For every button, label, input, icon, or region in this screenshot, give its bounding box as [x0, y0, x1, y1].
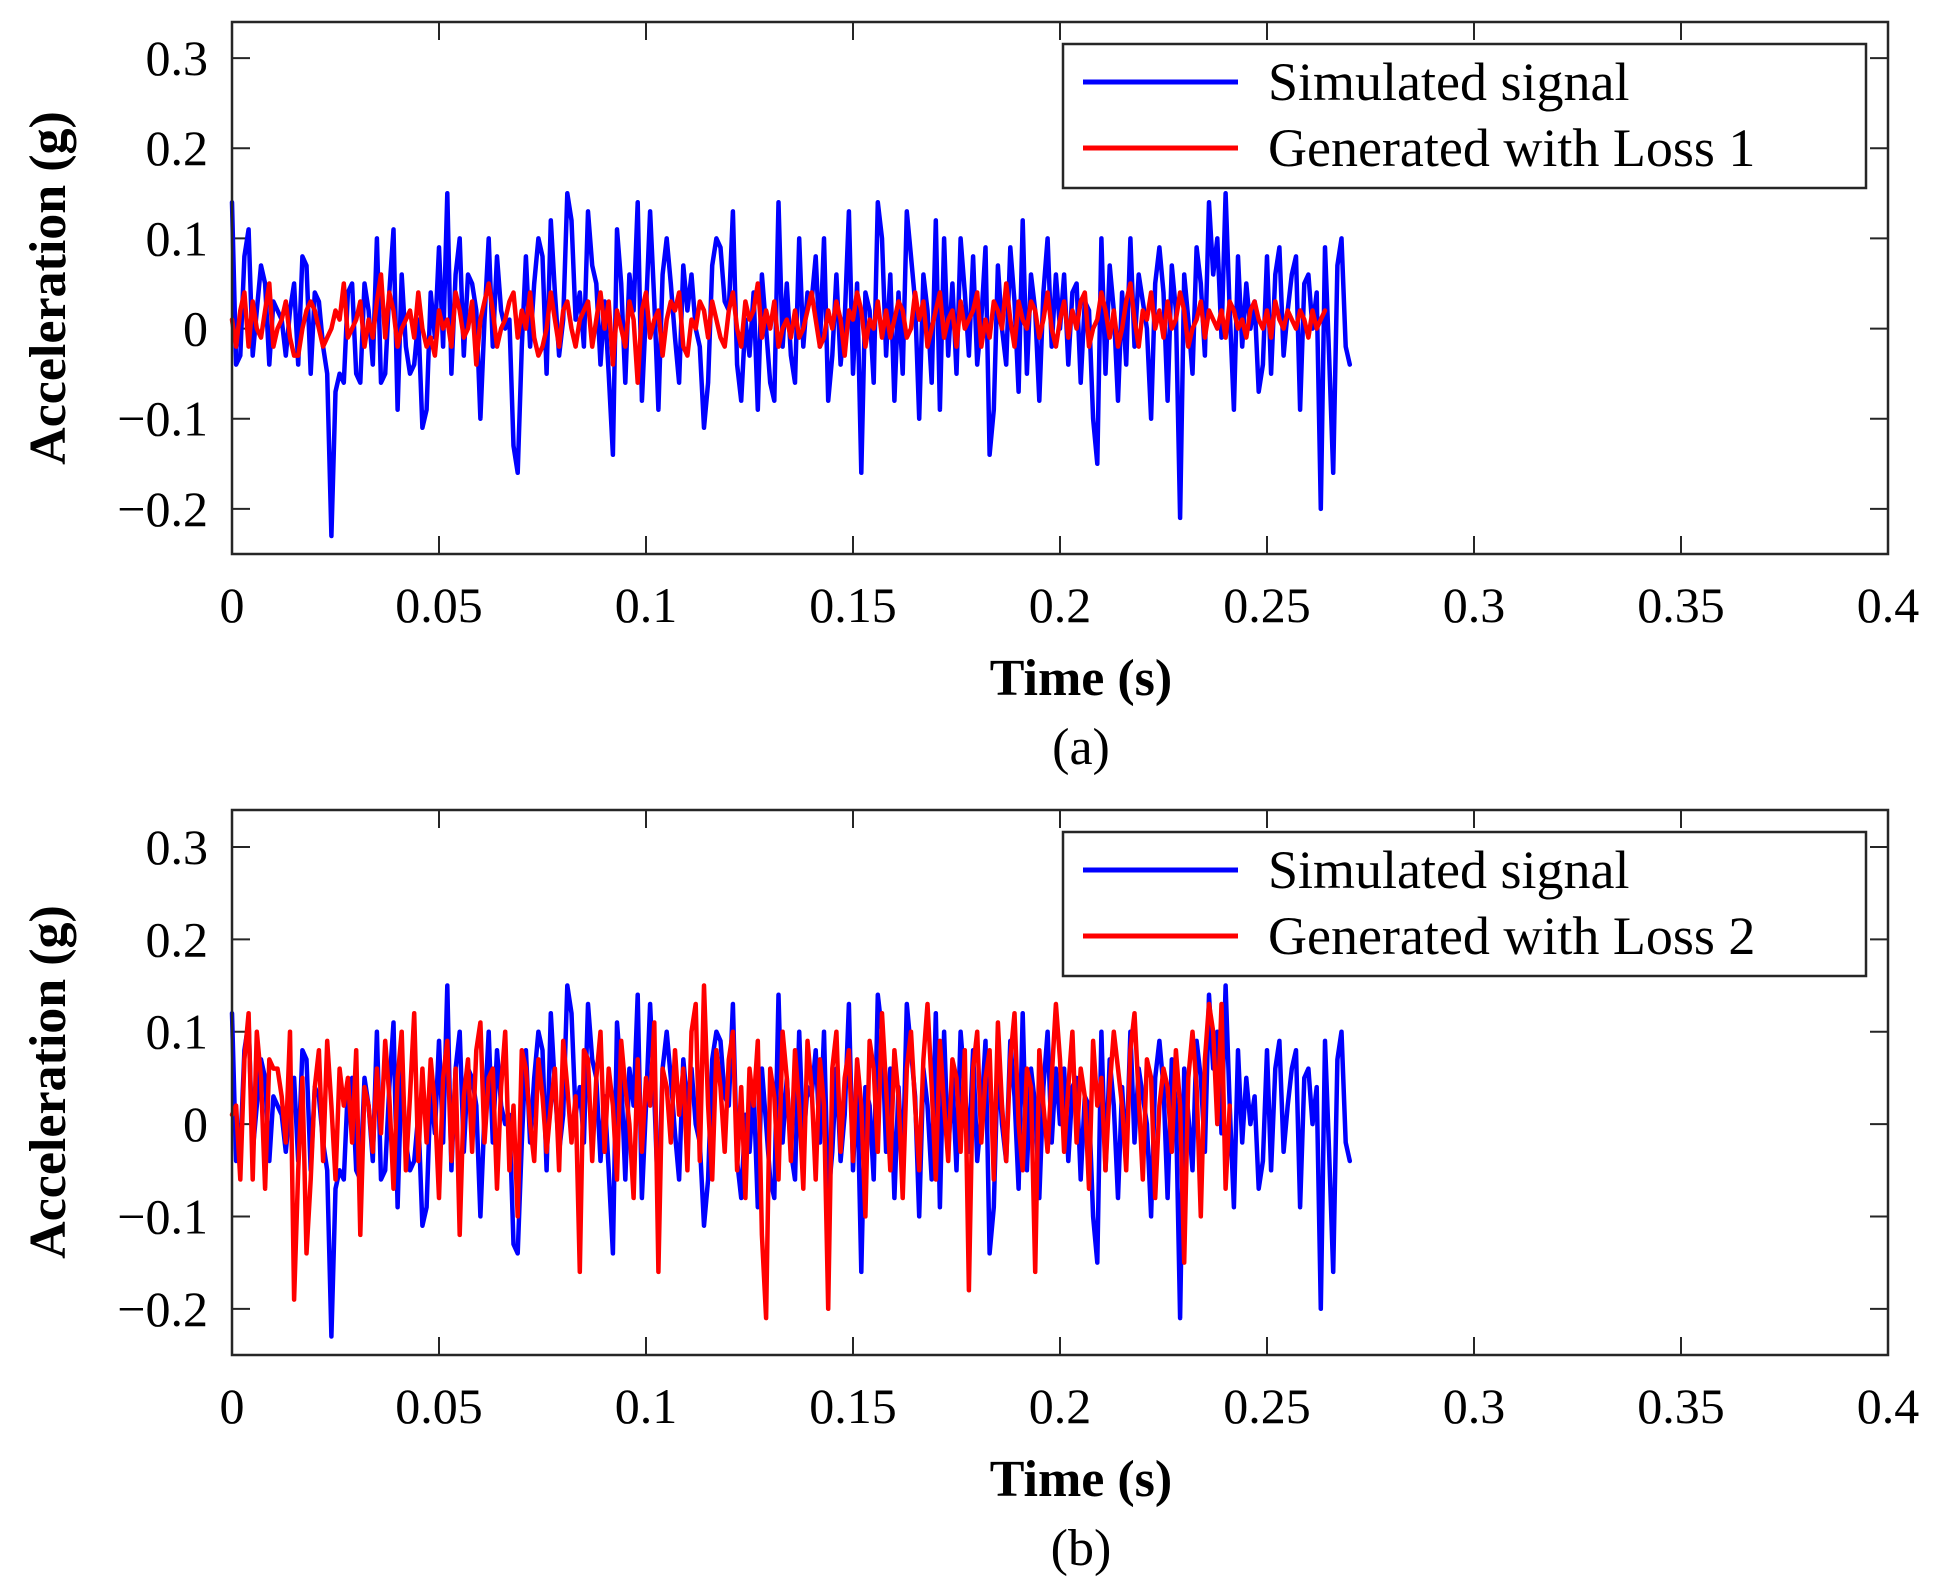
x-tick-label: 0.35 [1637, 1378, 1725, 1434]
x-tick-label: 0.25 [1223, 1378, 1311, 1434]
x-tick-label: 0.05 [395, 1378, 483, 1434]
x-tick-label: 0.15 [809, 1378, 897, 1434]
x-tick-label: 0 [220, 577, 245, 633]
x-tick-label: 0.2 [1029, 577, 1092, 633]
x-axis-title: Time (s) [990, 1451, 1172, 1508]
x-tick-label: 0.4 [1857, 577, 1920, 633]
legend-label-simulated: Simulated signal [1268, 840, 1629, 900]
series-line-generated [229, 272, 1328, 385]
y-axis-title: Acceleration (g) [20, 905, 77, 1259]
series-group [229, 983, 1353, 1339]
y-tick-label: −0.1 [117, 1188, 208, 1244]
x-tick-label: 0.1 [615, 1378, 678, 1434]
legend-label-generated: Generated with Loss 1 [1268, 118, 1755, 178]
x-tick-label: 0.3 [1443, 577, 1506, 633]
y-tick-label: 0 [183, 1096, 208, 1152]
panel-a: 0 0.05 0.1 0.15 0.2 0.25 0.3 0.35 0.4 −0.2 −0.1 0 0.… [20, 20, 1919, 776]
x-axis-title: Time (s) [990, 650, 1172, 707]
legend-box [1061, 830, 1868, 978]
x-tick-label: 0.25 [1223, 577, 1311, 633]
tick-labels: 0 0.05 0.1 0.15 0.2 0.25 0.3 0.35 0.4 −0.2 −0.1 0 0.… [117, 819, 1919, 1434]
tick-labels: 0 0.05 0.1 0.15 0.2 0.25 0.3 0.35 0.4 −0.2 −0.1 0 0.… [117, 30, 1919, 633]
y-axis-title: Acceleration (g) [20, 111, 77, 465]
panel-caption: (b) [1051, 1520, 1112, 1577]
x-tick-label: 0.4 [1857, 1378, 1920, 1434]
series-line-simulated [229, 191, 1353, 539]
series-line-generated [229, 983, 1232, 1321]
y-tick-label: 0.3 [146, 30, 209, 86]
series-group [229, 191, 1353, 539]
legend: Simulated signal Generated with Loss 2 [1061, 830, 1868, 978]
legend-box [1061, 42, 1868, 190]
y-tick-label: 0 [183, 301, 208, 357]
x-tick-label: 0.1 [615, 577, 678, 633]
plot-frame [230, 20, 1890, 556]
panel-caption: (a) [1052, 719, 1110, 776]
x-tick-label: 0.35 [1637, 577, 1725, 633]
y-tick-label: −0.2 [117, 1281, 208, 1337]
x-tick-label: 0.2 [1029, 1378, 1092, 1434]
legend-label-generated: Generated with Loss 2 [1268, 906, 1755, 966]
x-tick-label: 0 [220, 1378, 245, 1434]
y-tick-label: 0.2 [146, 120, 209, 176]
axis-ticks [231, 22, 1889, 554]
x-tick-label: 0.15 [809, 577, 897, 633]
y-tick-label: −0.2 [117, 481, 208, 537]
x-tick-label: 0.05 [395, 577, 483, 633]
y-tick-label: 0.1 [146, 1004, 209, 1060]
y-tick-label: 0.1 [146, 210, 209, 266]
x-tick-label: 0.3 [1443, 1378, 1506, 1434]
y-tick-label: 0.3 [146, 819, 209, 875]
y-tick-label: 0.2 [146, 911, 209, 967]
legend-label-simulated: Simulated signal [1268, 52, 1629, 112]
y-tick-label: −0.1 [117, 391, 208, 447]
legend: Simulated signal Generated with Loss 1 [1061, 42, 1868, 190]
panel-b: 0 0.05 0.1 0.15 0.2 0.25 0.3 0.35 0.4 −0.2 −0.1 0 0.… [20, 808, 1919, 1577]
plot-frame [230, 808, 1890, 1357]
